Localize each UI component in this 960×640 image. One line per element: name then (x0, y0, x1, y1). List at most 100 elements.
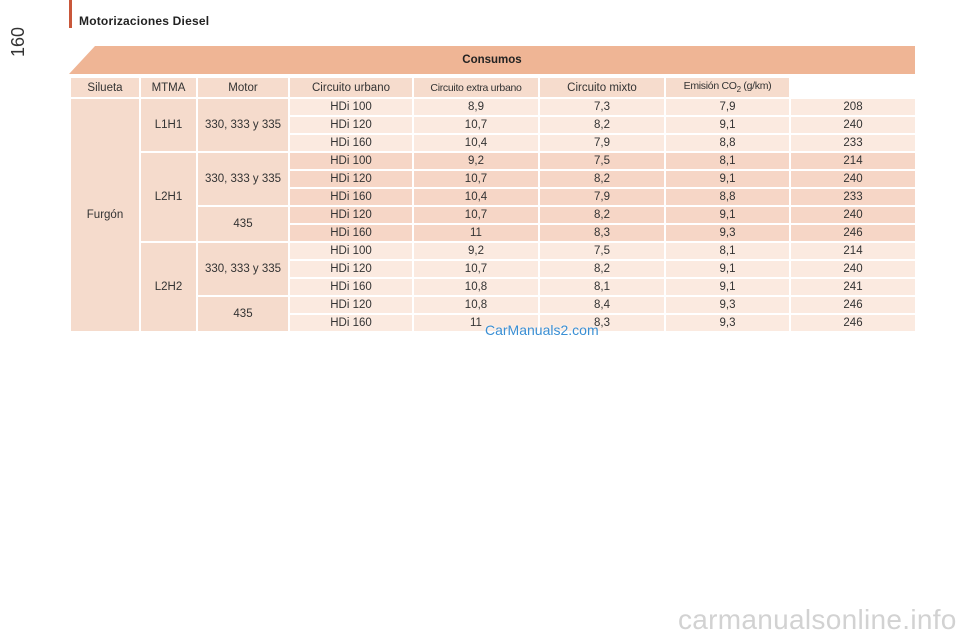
table-row: L2H1 330, 333 y 335 HDi 100 9,2 7,5 8,1 … (70, 151, 917, 243)
urban-cell: 8,9 (412, 97, 540, 117)
extra-urban-cell: 8,4 (538, 295, 666, 315)
motor-cell: HDi 120 (288, 205, 414, 225)
motor-cell: HDi 120 (288, 295, 414, 315)
extra-urban-cell: 7,3 (538, 97, 666, 117)
urban-cell: 10,7 (412, 259, 540, 279)
urban-cell: 10,8 (412, 295, 540, 315)
group-l2h1: L2H1 (139, 151, 198, 243)
table-row: HDi 160 10,8 8,1 9,1 241 (70, 277, 917, 297)
page-number: 160 (8, 26, 28, 57)
mtma-cell: 330, 333 y 335 (196, 241, 290, 297)
mtma-cell: 435 (196, 205, 290, 243)
co2-cell: 214 (789, 241, 917, 261)
mixed-cell: 9,1 (664, 205, 791, 225)
table-row: HDi 160 11 8,3 9,3 246 (70, 223, 917, 243)
mixed-cell: 9,3 (664, 295, 791, 315)
table-title: Consumos (462, 54, 522, 66)
urban-cell: 10,8 (412, 277, 540, 297)
header-mixed-circuit: Circuito mixto (538, 76, 666, 99)
mixed-cell: 9,3 (664, 313, 791, 333)
co2-cell: 246 (789, 313, 917, 333)
motor-cell: HDi 160 (288, 277, 414, 297)
header-extra-urban-circuit: Circuito extra urbano (412, 76, 540, 99)
co2-cell: 240 (789, 115, 917, 135)
motor-cell: HDi 160 (288, 133, 414, 153)
extra-urban-cell: 8,2 (538, 259, 666, 279)
mixed-cell: 9,1 (664, 115, 791, 135)
urban-cell: 10,7 (412, 115, 540, 135)
extra-urban-cell: 8,3 (538, 223, 666, 243)
extra-urban-cell: 7,5 (538, 241, 666, 261)
motor-cell: HDi 160 (288, 223, 414, 243)
group-l2h2: L2H2 (139, 241, 198, 333)
motor-cell: HDi 160 (288, 313, 414, 333)
group-l1h1: L1H1 (139, 97, 198, 153)
co2-cell: 241 (789, 277, 917, 297)
consumption-table: Silueta MTMA Motor Circuito urbano Circu… (69, 76, 917, 333)
table-row: Furgón L1H1 330, 333 y 335 HDi 100 8,9 7… (69, 97, 917, 333)
mixed-cell: 8,8 (664, 133, 791, 153)
mixed-cell: 9,1 (664, 277, 791, 297)
extra-urban-cell: 7,9 (538, 187, 666, 207)
table-row: HDi 160 10,4 7,9 8,8 233 (70, 133, 917, 153)
table-row: L2H2 330, 333 y 335 HDi 100 9,2 7,5 8,1 … (70, 241, 917, 333)
extra-urban-cell: 7,9 (538, 133, 666, 153)
table-header-row: Silueta MTMA Motor Circuito urbano Circu… (69, 76, 916, 99)
footer-watermark: carmanualsonline.info (678, 604, 957, 635)
co2-cell: 240 (789, 205, 917, 225)
urban-cell: 10,4 (412, 187, 540, 207)
co2-cell: 233 (789, 133, 917, 153)
co2-cell: 214 (789, 151, 917, 171)
table-row: HDi 120 10,7 8,2 9,1 240 (70, 259, 917, 279)
extra-urban-cell: 8,2 (538, 205, 666, 225)
section-accent-bar (69, 0, 72, 28)
co2-cell: 246 (789, 223, 917, 243)
mtma-cell: 330, 333 y 335 (196, 97, 290, 153)
motor-cell: HDi 160 (288, 187, 414, 207)
mixed-cell: 7,9 (664, 97, 791, 117)
table-row: HDi 120 10,7 8,2 9,1 240 (70, 115, 917, 135)
urban-cell: 9,2 (412, 151, 540, 171)
motor-cell: HDi 100 (288, 151, 414, 171)
motor-cell: HDi 120 (288, 259, 414, 279)
extra-urban-cell: 8,1 (538, 277, 666, 297)
table-row: HDi 160 10,4 7,9 8,8 233 (70, 187, 917, 207)
urban-cell: 10,7 (412, 205, 540, 225)
urban-cell: 11 (412, 223, 540, 243)
carmanuals-watermark: CarManuals2.com (485, 322, 599, 338)
silueta-cell: Furgón (69, 97, 141, 333)
co2-cell: 233 (789, 187, 917, 207)
header-co2-emission: Emisión CO2 (g/km) (664, 76, 791, 99)
table-row: 435 HDi 120 10,8 8,4 9,3 246 (70, 295, 917, 333)
co2-cell: 240 (789, 169, 917, 189)
mixed-cell: 8,8 (664, 187, 791, 207)
extra-urban-cell: 8,2 (538, 169, 666, 189)
motor-cell: HDi 120 (288, 115, 414, 135)
motor-cell: HDi 120 (288, 169, 414, 189)
co2-cell: 246 (789, 295, 917, 315)
extra-urban-cell: 7,5 (538, 151, 666, 171)
urban-cell: 10,7 (412, 169, 540, 189)
extra-urban-cell: 8,2 (538, 115, 666, 135)
mtma-cell: 435 (196, 295, 290, 333)
urban-cell: 10,4 (412, 133, 540, 153)
motor-cell: HDi 100 (288, 241, 414, 261)
urban-cell: 11 (412, 313, 540, 333)
header-silueta: Silueta (69, 76, 141, 99)
co2-subscript: 2 (736, 85, 741, 95)
mixed-cell: 9,3 (664, 223, 791, 243)
table-row: HDi 160 11 8,3 9,3 246 (70, 313, 917, 333)
mixed-cell: 8,1 (664, 151, 791, 171)
mixed-cell: 9,1 (664, 169, 791, 189)
table-row: 435 HDi 120 10,7 8,2 9,1 240 (70, 205, 917, 243)
co2-unit: (g/km) (740, 80, 772, 93)
extra-urban-cell: 8,3 (538, 313, 666, 333)
mixed-cell: 8,1 (664, 241, 791, 261)
co2-cell: 240 (789, 259, 917, 279)
motor-cell: HDi 100 (288, 97, 414, 117)
header-motor: Motor (196, 76, 290, 99)
mtma-cell: 330, 333 y 335 (196, 151, 290, 207)
header-mtma: MTMA (139, 76, 198, 99)
table-title-banner (69, 46, 915, 74)
urban-cell: 9,2 (412, 241, 540, 261)
